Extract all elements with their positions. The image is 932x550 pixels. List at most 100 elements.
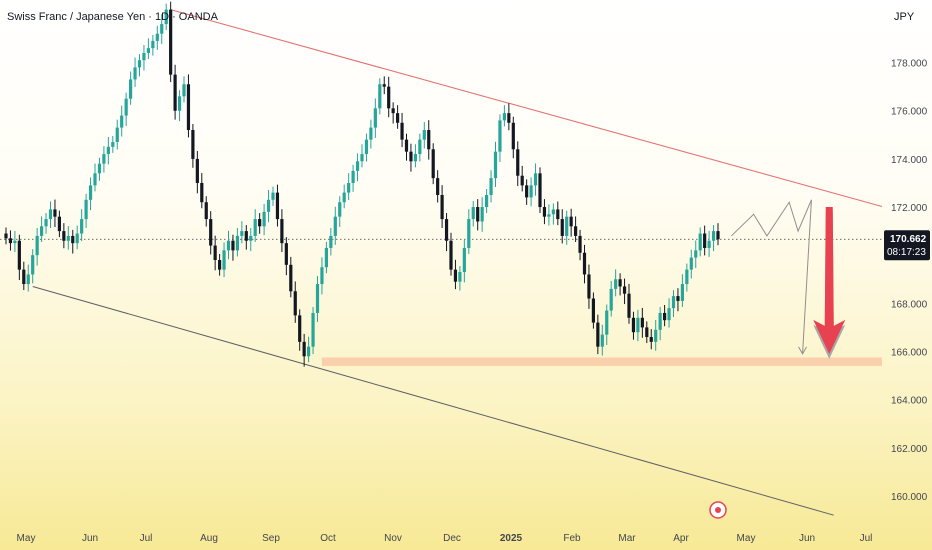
candle-body — [698, 233, 702, 251]
candle-body — [240, 231, 244, 236]
event-marker-dot — [715, 507, 721, 513]
candle-body — [347, 182, 351, 193]
candle-body — [453, 269, 458, 282]
candle-body — [382, 84, 386, 87]
candle-body — [685, 269, 689, 285]
candle-body — [418, 139, 422, 155]
candle-body — [654, 329, 658, 342]
candle-body — [191, 130, 195, 159]
candle-body — [97, 163, 102, 174]
candle-body — [689, 257, 693, 270]
y-tick-label: 166.000 — [891, 347, 928, 358]
candle-body — [129, 79, 133, 99]
candle-body — [533, 173, 538, 186]
candle-body — [645, 327, 649, 338]
candle-body — [658, 312, 662, 330]
candle-body — [311, 312, 315, 347]
candle-body — [560, 219, 564, 236]
countdown-label: 08:17:23 — [887, 247, 926, 258]
candle-body — [53, 209, 57, 217]
candle-body — [703, 233, 707, 248]
candle-body — [578, 235, 582, 253]
trend-lines — [32, 9, 883, 516]
candle-body — [111, 142, 115, 147]
candle-body — [204, 202, 208, 220]
candle-body — [164, 9, 168, 25]
candle-body — [93, 173, 97, 186]
candle-body — [315, 284, 320, 313]
projection-arrowhead — [798, 346, 807, 355]
x-tick-label: Jun — [82, 533, 98, 544]
candle-body — [31, 255, 35, 275]
x-tick-label: Jul — [140, 533, 153, 544]
lower-channel-line — [32, 286, 834, 516]
candle-body — [471, 207, 475, 220]
candle-body — [169, 9, 173, 75]
x-tick-label: Aug — [200, 533, 218, 544]
candle-body — [271, 192, 275, 200]
candle-body — [75, 233, 79, 244]
candle-body — [213, 245, 217, 260]
candle-body — [476, 207, 480, 222]
candle-body — [146, 48, 150, 53]
candle-body — [574, 226, 578, 236]
price-badge-bg — [884, 230, 930, 261]
currency-label: JPY — [894, 11, 915, 23]
x-tick-label: May — [737, 533, 756, 544]
candle-body — [80, 219, 84, 234]
support-zone-layer — [321, 357, 882, 366]
candle-body — [17, 240, 21, 270]
candle-body — [253, 219, 257, 236]
candle-body — [565, 216, 569, 236]
candle-body — [716, 231, 720, 240]
candle-body — [293, 291, 297, 316]
candle-body — [427, 130, 431, 150]
candle-body — [48, 209, 53, 220]
candle-body — [22, 269, 26, 285]
candle-body — [711, 231, 716, 241]
candle-body — [200, 182, 204, 203]
price-badge[interactable]: 170.662 08:17:23 — [884, 230, 930, 261]
projected-path — [731, 199, 812, 237]
candle-body — [680, 284, 684, 301]
candle-body — [413, 154, 417, 162]
candle-body — [618, 279, 622, 287]
candle-body — [707, 240, 711, 248]
candle-body — [44, 219, 48, 227]
candle-body — [378, 84, 382, 109]
candle-body — [307, 346, 311, 357]
candle-body — [173, 74, 177, 111]
y-tick-label: 164.000 — [891, 396, 928, 407]
candle-body — [84, 199, 88, 220]
candle-body — [462, 247, 466, 273]
chart-title: Swiss Franc / Japanese Yen · 1D · OANDA — [7, 11, 219, 23]
candle-body — [556, 209, 560, 220]
candle-body — [186, 84, 191, 130]
candle-body — [26, 274, 30, 285]
candle-body — [609, 288, 613, 311]
candle-body — [391, 108, 395, 114]
x-tick-label: Jun — [799, 533, 815, 544]
candle-body — [284, 243, 288, 265]
candle-body — [137, 60, 142, 68]
candle-body — [4, 233, 8, 239]
candle-body — [409, 151, 413, 162]
candle-body — [507, 113, 511, 123]
candle-body — [71, 235, 75, 244]
x-tick-label: Oct — [320, 533, 336, 544]
candle-body — [422, 130, 426, 140]
resistance-line — [170, 9, 883, 208]
candle-body — [636, 317, 640, 333]
x-tick-label: Sep — [262, 533, 280, 544]
candle-body — [529, 185, 533, 198]
candle-body — [218, 260, 222, 270]
candle-body — [551, 209, 555, 215]
candles — [4, 1, 720, 367]
y-tick-label: 160.000 — [891, 492, 928, 503]
candle-body — [66, 235, 70, 241]
candle-body — [538, 173, 542, 208]
candle-body — [142, 52, 146, 61]
y-tick-label: 168.000 — [891, 299, 928, 310]
